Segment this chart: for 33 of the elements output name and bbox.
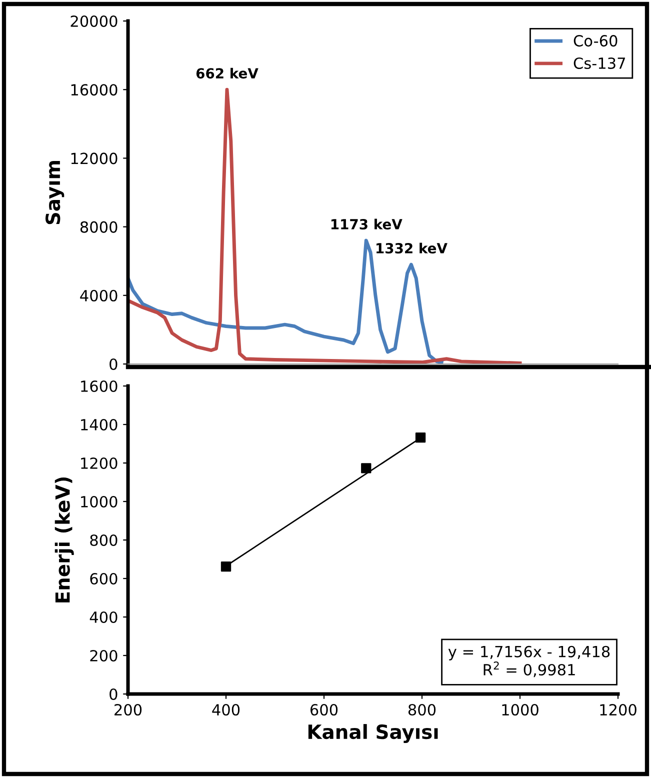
y-axis-title: Enerji (keV)	[54, 477, 74, 602]
x-tick-label: 1200	[600, 704, 636, 716]
y-tick-label: 20000	[70, 15, 118, 28]
y-axis-title: Sayım	[45, 160, 64, 224]
y-tick-label: 0	[110, 688, 118, 700]
x-axis-title: Kanal Sayısı	[308, 724, 438, 744]
y-tick-label: 12000	[71, 152, 118, 164]
y-tick-label: 1400	[81, 418, 118, 431]
annotation: y = 1,7156x - 19,418 R$^{2}$ = 0,9981	[448, 646, 610, 678]
y-tick-label: 200	[90, 650, 118, 662]
y-tick-label: 4000	[80, 290, 118, 302]
y-tick-label: 16000	[71, 84, 118, 96]
annotation: 1332 keV	[376, 242, 448, 254]
x-tick-label: 1000	[502, 704, 538, 716]
y-tick-label: 800	[90, 534, 118, 546]
y-tick-label: 1600	[81, 380, 118, 392]
legend-label: Cs-137	[574, 57, 625, 69]
annotation: 662 keV	[196, 68, 258, 79]
x-tick-label: 800	[408, 704, 436, 716]
y-tick-label: 400	[90, 611, 118, 624]
y-tick-label: 8000	[80, 221, 118, 233]
x-tick-label: 400	[212, 704, 240, 716]
x-tick-label: 600	[310, 704, 338, 716]
annotation: 1173 keV	[331, 218, 402, 230]
legend-label: Co-60	[574, 35, 618, 47]
y-tick-label: 0	[110, 358, 118, 370]
point	[415, 432, 426, 443]
y-tick-label: 600	[90, 572, 118, 585]
line-series	[128, 88, 522, 364]
point	[220, 561, 232, 572]
y-tick-label: 1200	[81, 457, 118, 470]
y-tick-label: 1000	[81, 496, 118, 508]
point	[361, 463, 372, 474]
